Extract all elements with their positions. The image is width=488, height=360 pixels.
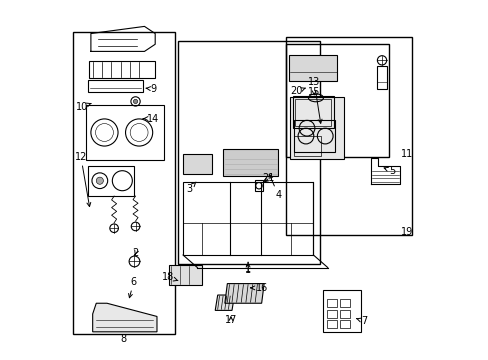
Bar bbox=[88, 80, 143, 93]
Text: 7: 7 bbox=[356, 316, 366, 326]
Text: 16: 16 bbox=[250, 283, 267, 293]
Bar bbox=[293, 136, 320, 156]
Text: 1: 1 bbox=[244, 264, 251, 274]
Text: 17: 17 bbox=[224, 315, 237, 325]
Text: 2: 2 bbox=[132, 248, 139, 258]
Bar bbox=[292, 96, 333, 128]
Polygon shape bbox=[215, 295, 234, 310]
Text: 12: 12 bbox=[75, 152, 91, 207]
Bar bbox=[326, 320, 336, 328]
Polygon shape bbox=[224, 284, 264, 303]
Bar bbox=[73, 32, 175, 334]
Text: 8: 8 bbox=[120, 334, 126, 344]
Bar bbox=[323, 290, 360, 332]
Circle shape bbox=[96, 177, 103, 184]
Bar bbox=[376, 66, 386, 89]
Bar bbox=[340, 299, 349, 307]
Bar bbox=[89, 61, 155, 78]
Bar bbox=[85, 105, 164, 160]
Text: 13: 13 bbox=[307, 77, 322, 123]
Bar bbox=[340, 310, 349, 318]
Bar bbox=[285, 37, 411, 235]
Text: 19: 19 bbox=[400, 227, 412, 237]
Text: 21: 21 bbox=[262, 173, 274, 183]
Text: 14: 14 bbox=[143, 113, 159, 123]
Bar bbox=[254, 180, 263, 192]
Bar bbox=[223, 149, 278, 176]
Bar bbox=[183, 154, 212, 174]
Text: 9: 9 bbox=[146, 84, 156, 94]
Text: 20: 20 bbox=[289, 86, 305, 96]
Bar bbox=[88, 166, 134, 196]
Text: 1: 1 bbox=[244, 262, 251, 275]
Text: 3: 3 bbox=[186, 182, 196, 194]
Text: 15: 15 bbox=[307, 87, 320, 98]
Bar bbox=[340, 320, 349, 328]
Bar bbox=[290, 97, 343, 159]
Text: 10: 10 bbox=[76, 102, 91, 112]
Bar bbox=[293, 120, 334, 152]
Bar bbox=[326, 299, 336, 307]
Text: 11: 11 bbox=[400, 149, 412, 159]
Circle shape bbox=[133, 99, 138, 104]
Bar bbox=[178, 41, 319, 264]
Text: 6: 6 bbox=[128, 277, 137, 298]
Text: 5: 5 bbox=[384, 166, 395, 176]
Bar bbox=[295, 99, 330, 126]
Bar bbox=[326, 310, 336, 318]
Bar bbox=[288, 55, 337, 81]
Text: 4: 4 bbox=[268, 175, 281, 200]
Bar bbox=[285, 44, 388, 157]
Polygon shape bbox=[93, 303, 157, 332]
Text: 18: 18 bbox=[161, 272, 178, 282]
Bar bbox=[183, 182, 313, 255]
Bar bbox=[169, 265, 201, 285]
